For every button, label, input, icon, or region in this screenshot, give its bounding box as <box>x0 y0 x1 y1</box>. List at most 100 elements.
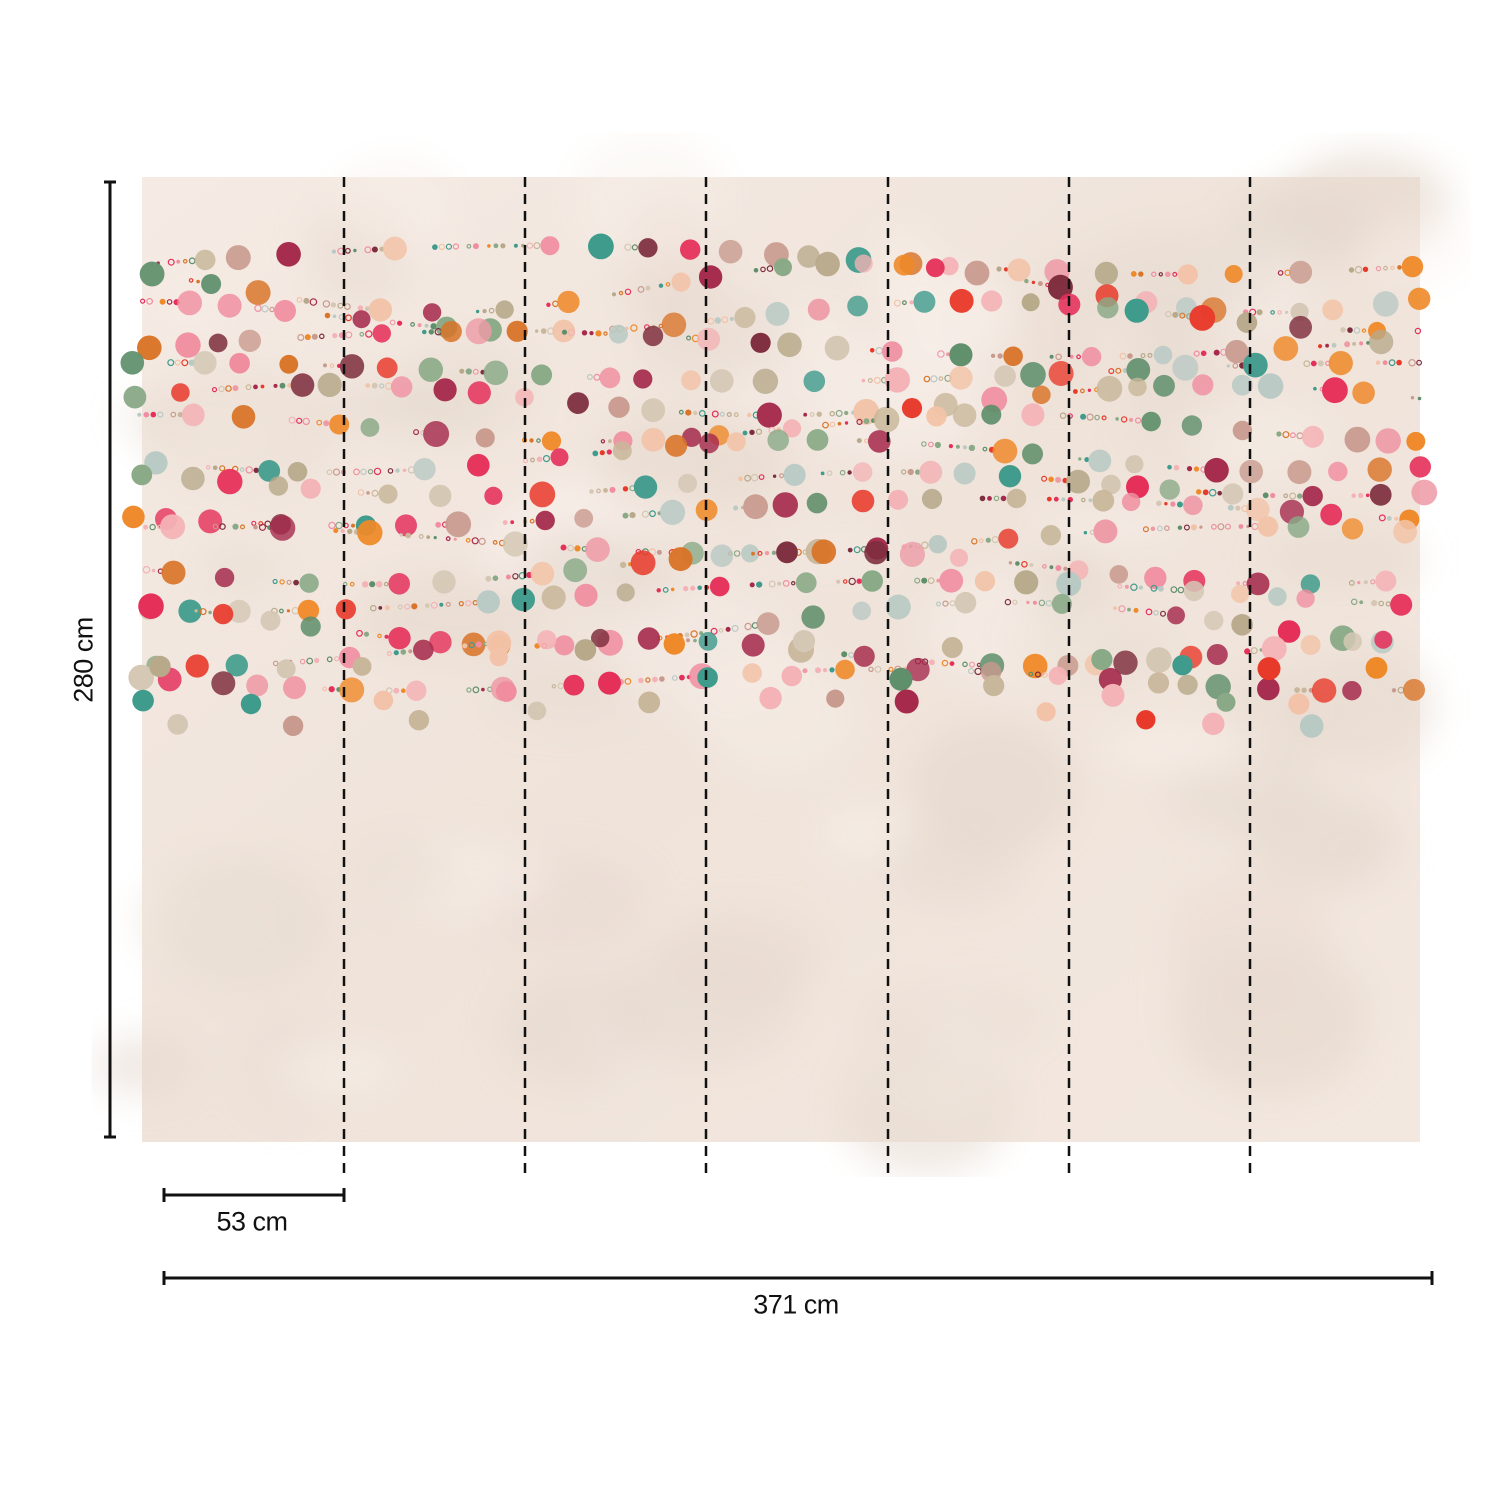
garland-link <box>529 518 535 524</box>
garland-link <box>620 561 627 569</box>
garland-link <box>371 246 378 253</box>
garland-link <box>1164 502 1168 506</box>
garland-bead <box>1204 610 1224 631</box>
garland-link <box>802 668 808 674</box>
garland-bead <box>357 520 383 546</box>
garland-bead <box>201 274 222 294</box>
garland-link <box>379 383 385 389</box>
texture-blotch <box>801 339 988 462</box>
garland-link <box>1396 359 1402 366</box>
garland-link <box>1084 457 1090 463</box>
garland-bead <box>1003 346 1023 367</box>
garland-link <box>293 579 299 586</box>
garland-link <box>345 247 351 254</box>
garland-bead <box>1136 710 1156 730</box>
garland-bead <box>1372 291 1399 317</box>
garland-bead <box>1225 339 1249 364</box>
garland-link <box>286 579 292 585</box>
garland-link <box>1034 671 1041 678</box>
garland-link <box>297 334 305 342</box>
garland-link <box>397 320 403 326</box>
garland-link <box>982 446 988 452</box>
garland-bead <box>847 295 868 317</box>
garland-link <box>1177 525 1183 530</box>
garland-link <box>384 634 389 639</box>
garland-bead <box>1124 298 1149 323</box>
garland-bead <box>776 541 798 564</box>
garland-link <box>369 581 376 588</box>
garland-link <box>1150 584 1158 592</box>
garland-bead <box>1288 693 1310 715</box>
garland-link <box>458 600 464 607</box>
garland-link <box>1357 581 1361 585</box>
garland-link <box>1173 464 1180 471</box>
garland-bead <box>161 560 186 585</box>
garland-link <box>353 248 357 253</box>
garland-link <box>389 319 396 326</box>
garland-link <box>1186 466 1193 472</box>
garland-bead <box>591 628 610 648</box>
garland-link <box>993 495 1000 502</box>
garland-link <box>1029 563 1034 567</box>
garland-bead <box>495 681 517 702</box>
garland-link <box>592 450 599 457</box>
garland-link <box>371 382 378 389</box>
garland-bead <box>718 239 743 264</box>
garland-link <box>731 624 739 632</box>
garland-bead <box>888 489 909 510</box>
garland-link <box>533 242 541 250</box>
garland-link <box>393 650 399 656</box>
garland-link <box>941 659 949 667</box>
garland-bead <box>1393 519 1417 544</box>
garland-link <box>942 600 949 607</box>
garland-link <box>422 329 427 335</box>
garland-bead <box>1365 657 1388 679</box>
garland-link <box>844 410 849 416</box>
garland-bead <box>941 637 963 658</box>
garland-link <box>962 661 968 668</box>
garland-bead <box>122 505 145 529</box>
garland-link <box>1179 312 1186 319</box>
garland-link <box>445 536 451 542</box>
garland-bead <box>752 368 779 394</box>
garland-bead <box>557 290 580 314</box>
garland-link <box>874 665 882 673</box>
garland-bead <box>422 303 442 322</box>
garland-link <box>725 626 731 632</box>
garland-link <box>1156 525 1163 532</box>
garland-link <box>1150 526 1156 532</box>
garland-bead <box>709 576 730 597</box>
garland-link <box>603 488 608 493</box>
garland-bead <box>742 663 762 683</box>
garland-bead <box>925 258 945 278</box>
garland-bead <box>1066 469 1090 494</box>
garland-link <box>1087 388 1092 392</box>
garland-link <box>927 577 935 584</box>
garland-link <box>1370 579 1376 585</box>
garland-link <box>921 441 927 447</box>
garland-link <box>867 378 873 384</box>
garland-bead <box>1408 287 1431 310</box>
garland-bead <box>1125 455 1144 474</box>
garland-link <box>445 243 452 250</box>
garland-link <box>309 298 318 306</box>
garland-bead <box>276 242 301 267</box>
garland-link <box>482 309 487 314</box>
garland-bead <box>329 414 350 435</box>
garland-bead <box>954 591 977 614</box>
garland-bead <box>1014 570 1039 595</box>
garland-bead <box>531 364 553 386</box>
garland-link <box>853 546 861 554</box>
garland-bead <box>120 351 145 375</box>
garland-link <box>749 429 755 435</box>
garland-link <box>174 359 181 366</box>
garland-bead <box>710 544 734 567</box>
garland-link <box>405 532 412 539</box>
garland-link <box>1208 488 1217 497</box>
garland-link <box>771 550 777 555</box>
garland-link <box>369 604 377 612</box>
garland-link <box>546 302 551 307</box>
garland-link <box>365 383 371 388</box>
garland-bead <box>406 680 427 701</box>
garland-bead <box>502 531 528 557</box>
